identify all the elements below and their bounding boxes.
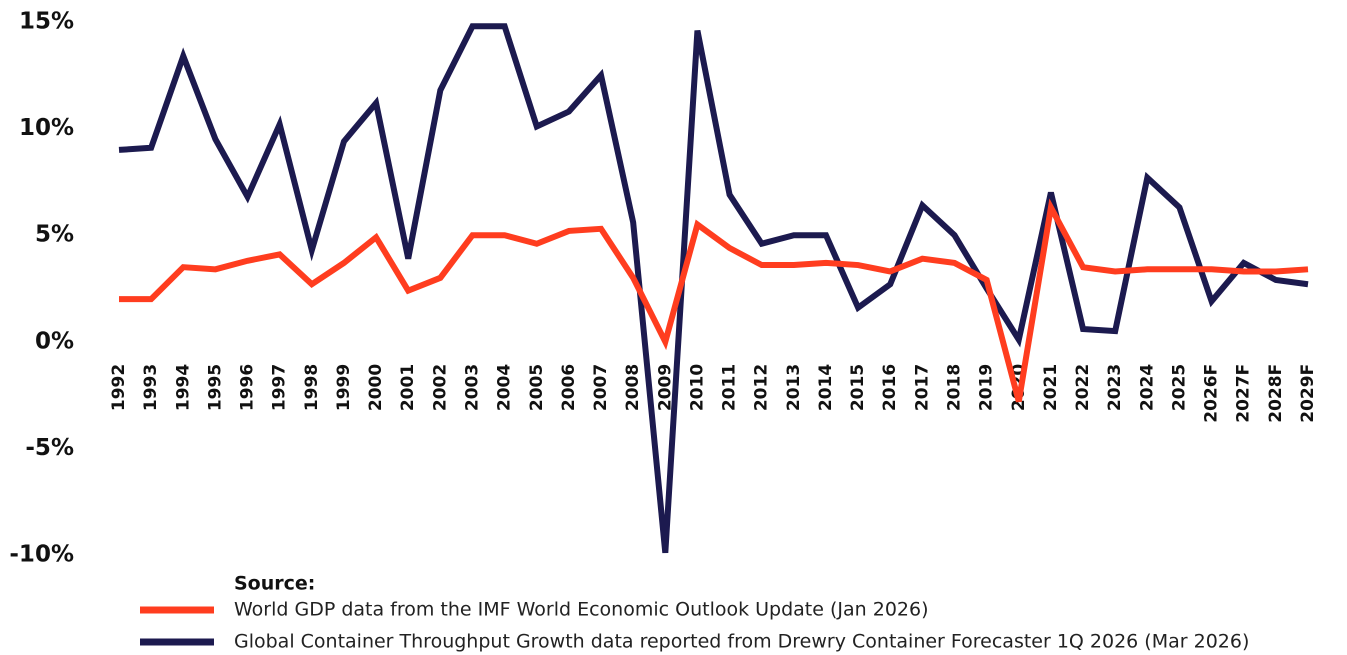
x-tick-label: 2013 (784, 364, 804, 411)
x-tick-label: 2000 (366, 364, 386, 411)
x-tick-label: 2001 (398, 364, 418, 411)
legend-title: Source: (234, 573, 315, 595)
x-tick-label: 1995 (205, 364, 225, 411)
x-tick-label: 2019 (977, 364, 997, 411)
series-line (118, 23, 1309, 554)
x-tick-label: 1999 (334, 364, 354, 411)
x-tick-label: 1997 (270, 364, 290, 411)
legend-label: World GDP data from the IMF World Econom… (234, 599, 929, 621)
x-tick-label: 2008 (623, 364, 643, 411)
x-tick-label: 1996 (238, 364, 258, 411)
x-tick-label: 2003 (462, 364, 482, 411)
x-tick-label: 2028F (1266, 364, 1286, 423)
x-tick-label: 2021 (1041, 364, 1061, 411)
x-tick-label: 2012 (752, 364, 772, 411)
x-tick-label: 2025 (1169, 364, 1189, 411)
y-tick-label: 0% (35, 328, 74, 354)
x-tick-label: 2026F (1202, 364, 1222, 423)
x-tick-label: 2022 (1073, 364, 1093, 411)
x-tick-label: 2017 (912, 364, 932, 411)
y-tick-label: 15% (19, 9, 74, 35)
x-tick-label: 2002 (430, 364, 450, 411)
x-tick-label: 1993 (141, 364, 161, 411)
x-tick-label: 2007 (591, 364, 611, 411)
x-tick-label: 2010 (687, 364, 707, 411)
x-tick-label: 2011 (720, 364, 740, 411)
x-tick-label: 2015 (848, 364, 868, 411)
x-tick-label: 1992 (109, 364, 129, 411)
x-tick-label: 2023 (1105, 364, 1125, 411)
legend-label: Global Container Throughput Growth data … (234, 631, 1249, 653)
x-tick-label: 2018 (945, 364, 965, 411)
y-tick-label: 5% (35, 222, 74, 248)
x-tick-label: 2029F (1298, 364, 1318, 423)
y-tick-label: 10% (19, 115, 74, 141)
x-tick-label: 2024 (1137, 364, 1157, 411)
x-tick-label: 2009 (655, 364, 675, 411)
series-line (119, 198, 1309, 403)
y-tick-label: -5% (25, 435, 74, 461)
y-tick-label: -10% (9, 542, 74, 568)
x-tick-label: 2016 (880, 364, 900, 411)
x-tick-label: 2014 (816, 364, 836, 411)
x-tick-label: 2004 (495, 364, 515, 411)
x-tick-label: 1998 (302, 364, 322, 411)
x-tick-label: 2005 (527, 364, 547, 411)
x-tick-label: 2006 (559, 364, 579, 411)
x-tick-label: 1994 (173, 364, 193, 411)
x-tick-label: 2027F (1234, 364, 1254, 423)
